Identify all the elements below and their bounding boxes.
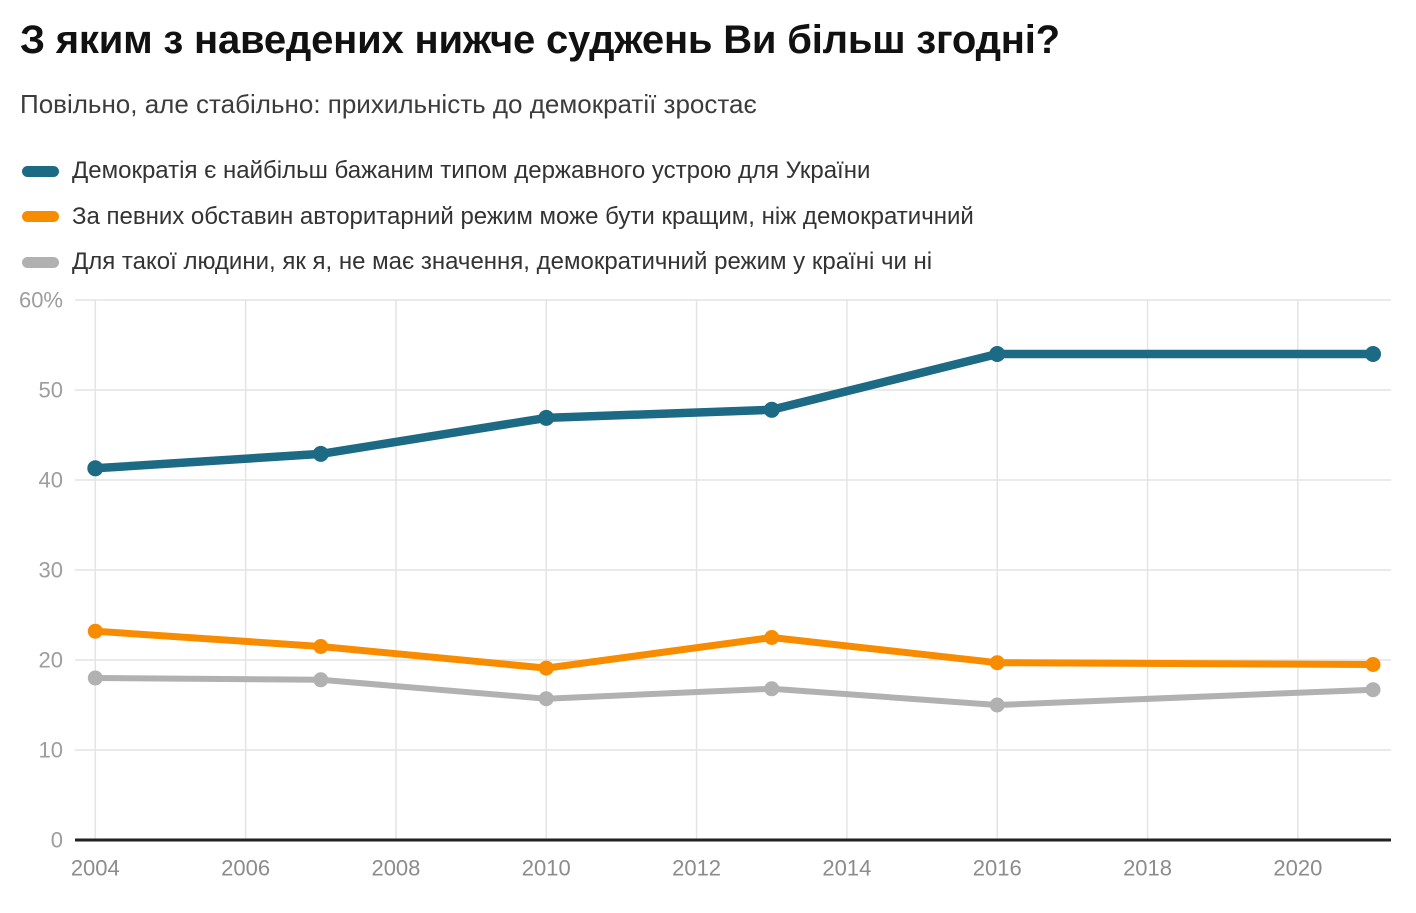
legend-item-does-not-matter: Для такої людини, як я, не має значення,… xyxy=(22,248,974,276)
x-tick-label-2010: 2010 xyxy=(522,856,571,881)
x-tick-label-2018: 2018 xyxy=(1123,856,1172,881)
legend-item-democracy-preferred: Демократія є найбільш бажаним типом держ… xyxy=(22,157,974,185)
y-tick-label-30: 30 xyxy=(39,558,63,583)
series-line-1 xyxy=(91,627,1377,672)
data-point-series2-2016 xyxy=(989,697,1005,713)
x-tick-label-2006: 2006 xyxy=(221,856,270,881)
data-point-series2-2021 xyxy=(1365,682,1381,698)
y-tick-label-20: 20 xyxy=(39,648,63,673)
data-point-series0-2016 xyxy=(989,346,1006,362)
x-tick-label-2014: 2014 xyxy=(822,856,871,881)
line-chart-plot-area: 0 10 20 30 40 50 60% 2004 2006 2008 2010 2012 2014 20… xyxy=(19,288,1391,881)
x-tick-label-2020: 2020 xyxy=(1273,856,1322,881)
x-tick-label-2012: 2012 xyxy=(672,856,721,881)
x-tick-label-2016: 2016 xyxy=(973,856,1022,881)
data-point-series1-2007 xyxy=(313,639,329,654)
legend-swatch-gray-icon xyxy=(22,256,59,268)
legend-item-authoritarian-better: За певних обставин авторитарний режим мо… xyxy=(22,203,974,231)
data-point-series2-2007 xyxy=(313,672,329,688)
y-tick-label-10: 10 xyxy=(39,738,63,763)
series-line-2 xyxy=(92,675,1377,708)
data-point-series1-2010 xyxy=(538,660,554,676)
data-point-series1-2021 xyxy=(1365,657,1381,672)
data-point-series1-2004 xyxy=(87,623,103,639)
data-point-series2-2010 xyxy=(538,691,554,707)
data-point-series0-2004 xyxy=(87,460,104,477)
legend-swatch-orange-icon xyxy=(22,211,59,222)
legend-swatch-teal-icon xyxy=(22,165,59,177)
data-point-series1-2013 xyxy=(764,630,780,645)
x-tick-label-2004: 2004 xyxy=(71,856,120,881)
data-point-series0-2010 xyxy=(538,409,555,426)
chart-title: З яким з наведених нижче суджень Ви біль… xyxy=(20,18,1060,62)
y-tick-label-50: 50 xyxy=(39,378,63,403)
chart-subtitle: Повільно, але стабільно: прихильність до… xyxy=(20,89,757,119)
y-tick-label-0: 0 xyxy=(51,828,63,853)
data-point-series1-2016 xyxy=(989,655,1005,671)
data-point-series2-2004 xyxy=(87,670,103,686)
data-point-series0-2007 xyxy=(312,445,329,462)
data-point-series0-2013 xyxy=(763,401,780,418)
legend-label-does-not-matter: Для такої людини, як я, не має значення,… xyxy=(72,248,933,275)
y-tick-label-60: 60% xyxy=(19,288,63,313)
y-tick-label-40: 40 xyxy=(39,468,63,493)
legend-label-democracy-preferred: Демократія є найбільш бажаним типом держ… xyxy=(72,157,871,184)
data-point-series2-2013 xyxy=(764,681,780,697)
x-tick-label-2008: 2008 xyxy=(371,856,420,881)
series-line-0 xyxy=(91,349,1378,473)
data-point-series0-2021 xyxy=(1365,346,1382,362)
legend: Демократія є найбільш бажаним типом держ… xyxy=(22,157,974,294)
legend-label-authoritarian-better: За певних обставин авторитарний режим мо… xyxy=(72,202,974,230)
